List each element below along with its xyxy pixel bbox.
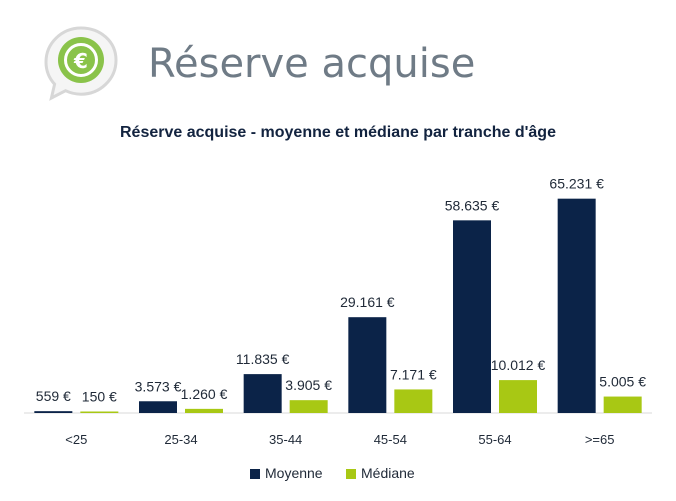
- mediane-data-label: 10.012 €: [491, 357, 546, 373]
- moyenne-legend-label: Moyenne: [265, 465, 323, 481]
- plot-layer: <25 559 € 150 € 25-34 3.573 €1.260 € 35-44 11.…: [24, 176, 652, 447]
- moyenne-bar: [453, 220, 491, 413]
- mediane-data-label: 5.005 €: [599, 374, 646, 390]
- mediane-bar: [80, 411, 119, 413]
- mediane-data-label: 1.260 €: [181, 386, 228, 402]
- moyenne-data-label: 65.231 €: [549, 176, 604, 192]
- page-title: Réserve acquise: [148, 41, 476, 87]
- moyenne-bar: [243, 374, 282, 413]
- mediane-bar: [394, 389, 433, 413]
- x-tick-label: 25-34: [164, 432, 197, 447]
- x-tick-label: 55-64: [478, 432, 511, 447]
- chart-title: Réserve acquise - moyenne et médiane par…: [120, 124, 556, 141]
- moyenne-legend-swatch: [250, 469, 260, 479]
- x-tick-label: 45-54: [374, 432, 407, 447]
- euro-speech-bubble-icon: €: [44, 26, 118, 101]
- mediane-data-label: 150 €: [82, 389, 117, 405]
- mediane-bar: [289, 400, 328, 413]
- moyenne-data-label: 11.835 €: [236, 351, 290, 367]
- mediane-bar: [603, 396, 642, 413]
- mediane-bar: [185, 408, 223, 413]
- mediane-data-label: 7.171 €: [390, 366, 437, 382]
- x-tick-label: 35-44: [269, 432, 302, 447]
- mediane-data-label: 3.905 €: [285, 377, 332, 393]
- moyenne-data-label: 29.161 €: [340, 294, 395, 310]
- x-tick-label: <25: [65, 432, 87, 447]
- moyenne-bar: [34, 411, 73, 413]
- moyenne-data-label: 3.573 €: [135, 378, 182, 394]
- moyenne-bar: [348, 317, 387, 413]
- moyenne-data-label: 559 €: [36, 388, 71, 404]
- moyenne-bar: [139, 401, 177, 413]
- mediane-bar: [499, 380, 537, 413]
- moyenne-data-label: 58.635 €: [445, 197, 500, 213]
- moyenne-bar: [557, 198, 596, 413]
- mediane-legend-swatch: [346, 469, 356, 479]
- svg-text:€: €: [73, 49, 88, 73]
- mediane-legend-label: Médiane: [361, 465, 415, 481]
- x-tick-label: >=65: [585, 432, 615, 447]
- legend: Moyenne Médiane: [250, 465, 415, 481]
